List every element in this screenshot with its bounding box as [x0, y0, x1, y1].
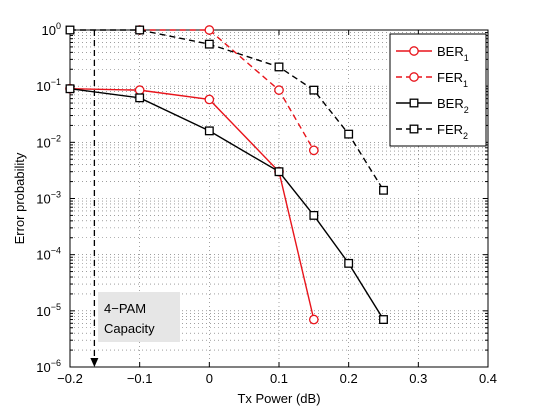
y-tick-label: 10−4: [36, 246, 61, 263]
data-point: [134, 85, 145, 95]
data-point: [65, 25, 75, 35]
capacity-annotation: 4−PAM Capacity: [90, 30, 180, 367]
legend-entry: BER1: [396, 44, 469, 63]
legend-label: BER1: [437, 44, 469, 63]
legend-label: BER2: [437, 96, 469, 115]
x-tick-label: 0.4: [479, 371, 497, 386]
tick-labels: −0.2 −0.1 0 0.1 0.2 0.3 0.4 100 10−1 10−2 10−3 10−4…: [36, 21, 497, 386]
data-point: [344, 258, 354, 268]
data-point: [274, 85, 284, 95]
series-layer: [65, 25, 388, 325]
data-point: [379, 185, 388, 195]
x-tick-label: 0: [206, 371, 213, 386]
data-point: [135, 93, 145, 103]
y-tick-label: 10−2: [36, 133, 61, 150]
capacity-arrow-head: [90, 358, 99, 367]
capacity-label-line-1: 4−PAM: [104, 301, 146, 316]
data-point: [274, 62, 284, 72]
y-tick-label: 10−3: [36, 190, 61, 207]
legend-marker: [409, 98, 419, 108]
y-tick-label: 100: [42, 21, 61, 38]
series-fer-2: [65, 25, 388, 195]
x-tick-label: 0.1: [270, 371, 288, 386]
legend-entry: FER2: [396, 122, 468, 141]
legend-box: [389, 33, 487, 147]
data-point: [204, 39, 214, 49]
data-point: [309, 210, 319, 220]
data-point: [204, 25, 215, 35]
data-point: [135, 25, 145, 35]
data-point: [204, 94, 215, 105]
legend-marker: [409, 124, 419, 134]
data-point: [309, 85, 319, 95]
x-tick-label: −0.1: [127, 371, 153, 386]
legend-entry: BER2: [396, 96, 469, 115]
series-ber-2: [65, 84, 388, 324]
capacity-label-box: [98, 292, 180, 342]
capacity-label-line-2: Capacity: [104, 321, 155, 336]
legend-label: FER1: [437, 70, 468, 89]
data-point: [204, 126, 214, 136]
legend-label: FER2: [437, 122, 468, 141]
x-tick-label: 0.2: [340, 371, 358, 386]
y-tick-label: 10−1: [36, 77, 61, 94]
legend-marker: [409, 46, 419, 56]
data-point: [274, 167, 284, 177]
legend-marker: [409, 72, 419, 82]
data-point: [308, 145, 319, 156]
y-axis-title: Error probability: [12, 152, 27, 244]
x-tick-label: −0.2: [57, 371, 83, 386]
data-point: [344, 129, 354, 139]
legend: BER1 FER1 BER2 FER2: [389, 33, 487, 147]
data-point: [308, 314, 319, 325]
x-tick-label: 0.3: [409, 371, 427, 386]
y-tick-label: 10−5: [36, 302, 61, 319]
y-tick-label: 10−6: [36, 358, 61, 375]
x-axis-title: Tx Power (dB): [237, 391, 320, 406]
series-line: [139, 29, 315, 151]
data-point: [65, 84, 75, 94]
data-point: [379, 315, 388, 324]
legend-entry: FER1: [396, 70, 468, 89]
